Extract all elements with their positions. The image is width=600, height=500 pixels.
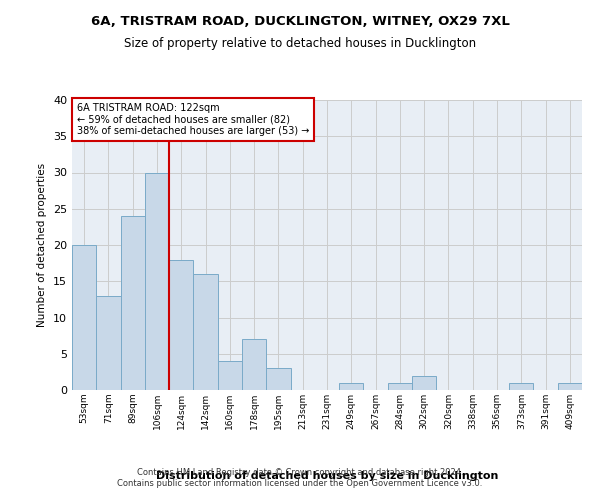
Bar xyxy=(96,296,121,390)
Text: Size of property relative to detached houses in Ducklington: Size of property relative to detached ho… xyxy=(124,38,476,51)
Text: 6A TRISTRAM ROAD: 122sqm
← 59% of detached houses are smaller (82)
38% of semi-d: 6A TRISTRAM ROAD: 122sqm ← 59% of detach… xyxy=(77,103,310,136)
Bar xyxy=(169,260,193,390)
X-axis label: Distribution of detached houses by size in Ducklington: Distribution of detached houses by size … xyxy=(156,471,498,481)
Bar xyxy=(242,339,266,390)
Text: 6A, TRISTRAM ROAD, DUCKLINGTON, WITNEY, OX29 7XL: 6A, TRISTRAM ROAD, DUCKLINGTON, WITNEY, … xyxy=(91,15,509,28)
Bar xyxy=(121,216,145,390)
Bar xyxy=(218,361,242,390)
Bar xyxy=(266,368,290,390)
Bar xyxy=(558,383,582,390)
Bar xyxy=(145,172,169,390)
Bar xyxy=(388,383,412,390)
Text: Contains HM Land Registry data © Crown copyright and database right 2024.
Contai: Contains HM Land Registry data © Crown c… xyxy=(118,468,482,487)
Bar xyxy=(509,383,533,390)
Bar xyxy=(193,274,218,390)
Bar xyxy=(339,383,364,390)
Bar xyxy=(412,376,436,390)
Bar xyxy=(72,245,96,390)
Y-axis label: Number of detached properties: Number of detached properties xyxy=(37,163,47,327)
